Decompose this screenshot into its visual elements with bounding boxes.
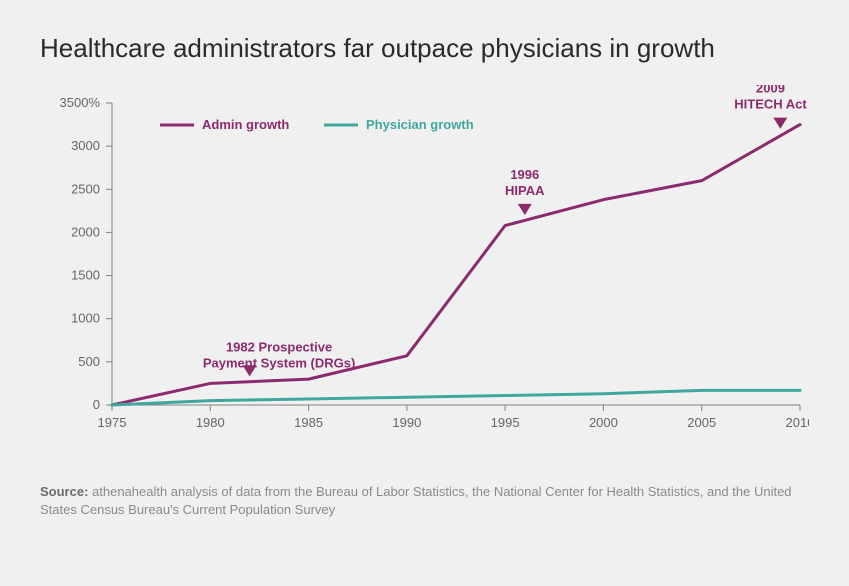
legend-admin-growth: Admin growth (202, 117, 289, 132)
annotation-label: Payment System (DRGs) (203, 355, 355, 370)
svg-text:500: 500 (78, 353, 100, 368)
annotation-label: HIPAA (505, 182, 545, 197)
svg-text:1985: 1985 (294, 415, 323, 430)
annotation-label: 1982 Prospective (226, 339, 332, 354)
svg-text:2500: 2500 (71, 181, 100, 196)
annotation-marker (773, 117, 787, 128)
svg-text:3500%: 3500% (60, 95, 101, 110)
svg-text:2010: 2010 (786, 415, 809, 430)
annotation-marker (518, 203, 532, 214)
svg-text:2000: 2000 (589, 415, 618, 430)
source-label: Source: (40, 484, 88, 499)
svg-text:2000: 2000 (71, 224, 100, 239)
svg-text:3000: 3000 (71, 138, 100, 153)
svg-text:1990: 1990 (392, 415, 421, 430)
series-physician-growth (112, 390, 800, 405)
svg-text:1980: 1980 (196, 415, 225, 430)
svg-text:1975: 1975 (98, 415, 127, 430)
annotation-label: 1996 (510, 166, 539, 181)
source-text: athenahealth analysis of data from the B… (40, 484, 792, 518)
legend-physician-growth: Physician growth (366, 117, 474, 132)
line-chart: 0 500 1000 1500 2000 2500 3000 3500% 1975 1980 198… (40, 85, 809, 465)
annotation-label: HITECH Act (734, 96, 807, 111)
chart-container: 0 500 1000 1500 2000 2500 3000 3500% 1975 1980 198… (40, 85, 809, 465)
source-line: Source: athenahealth analysis of data fr… (40, 483, 809, 521)
svg-text:2005: 2005 (687, 415, 716, 430)
svg-text:1995: 1995 (491, 415, 520, 430)
chart-title: Healthcare administrators far outpace ph… (40, 32, 809, 65)
svg-text:0: 0 (93, 397, 100, 412)
svg-text:1500: 1500 (71, 267, 100, 282)
annotation-label: 2009 (756, 85, 785, 96)
svg-text:1000: 1000 (71, 310, 100, 325)
